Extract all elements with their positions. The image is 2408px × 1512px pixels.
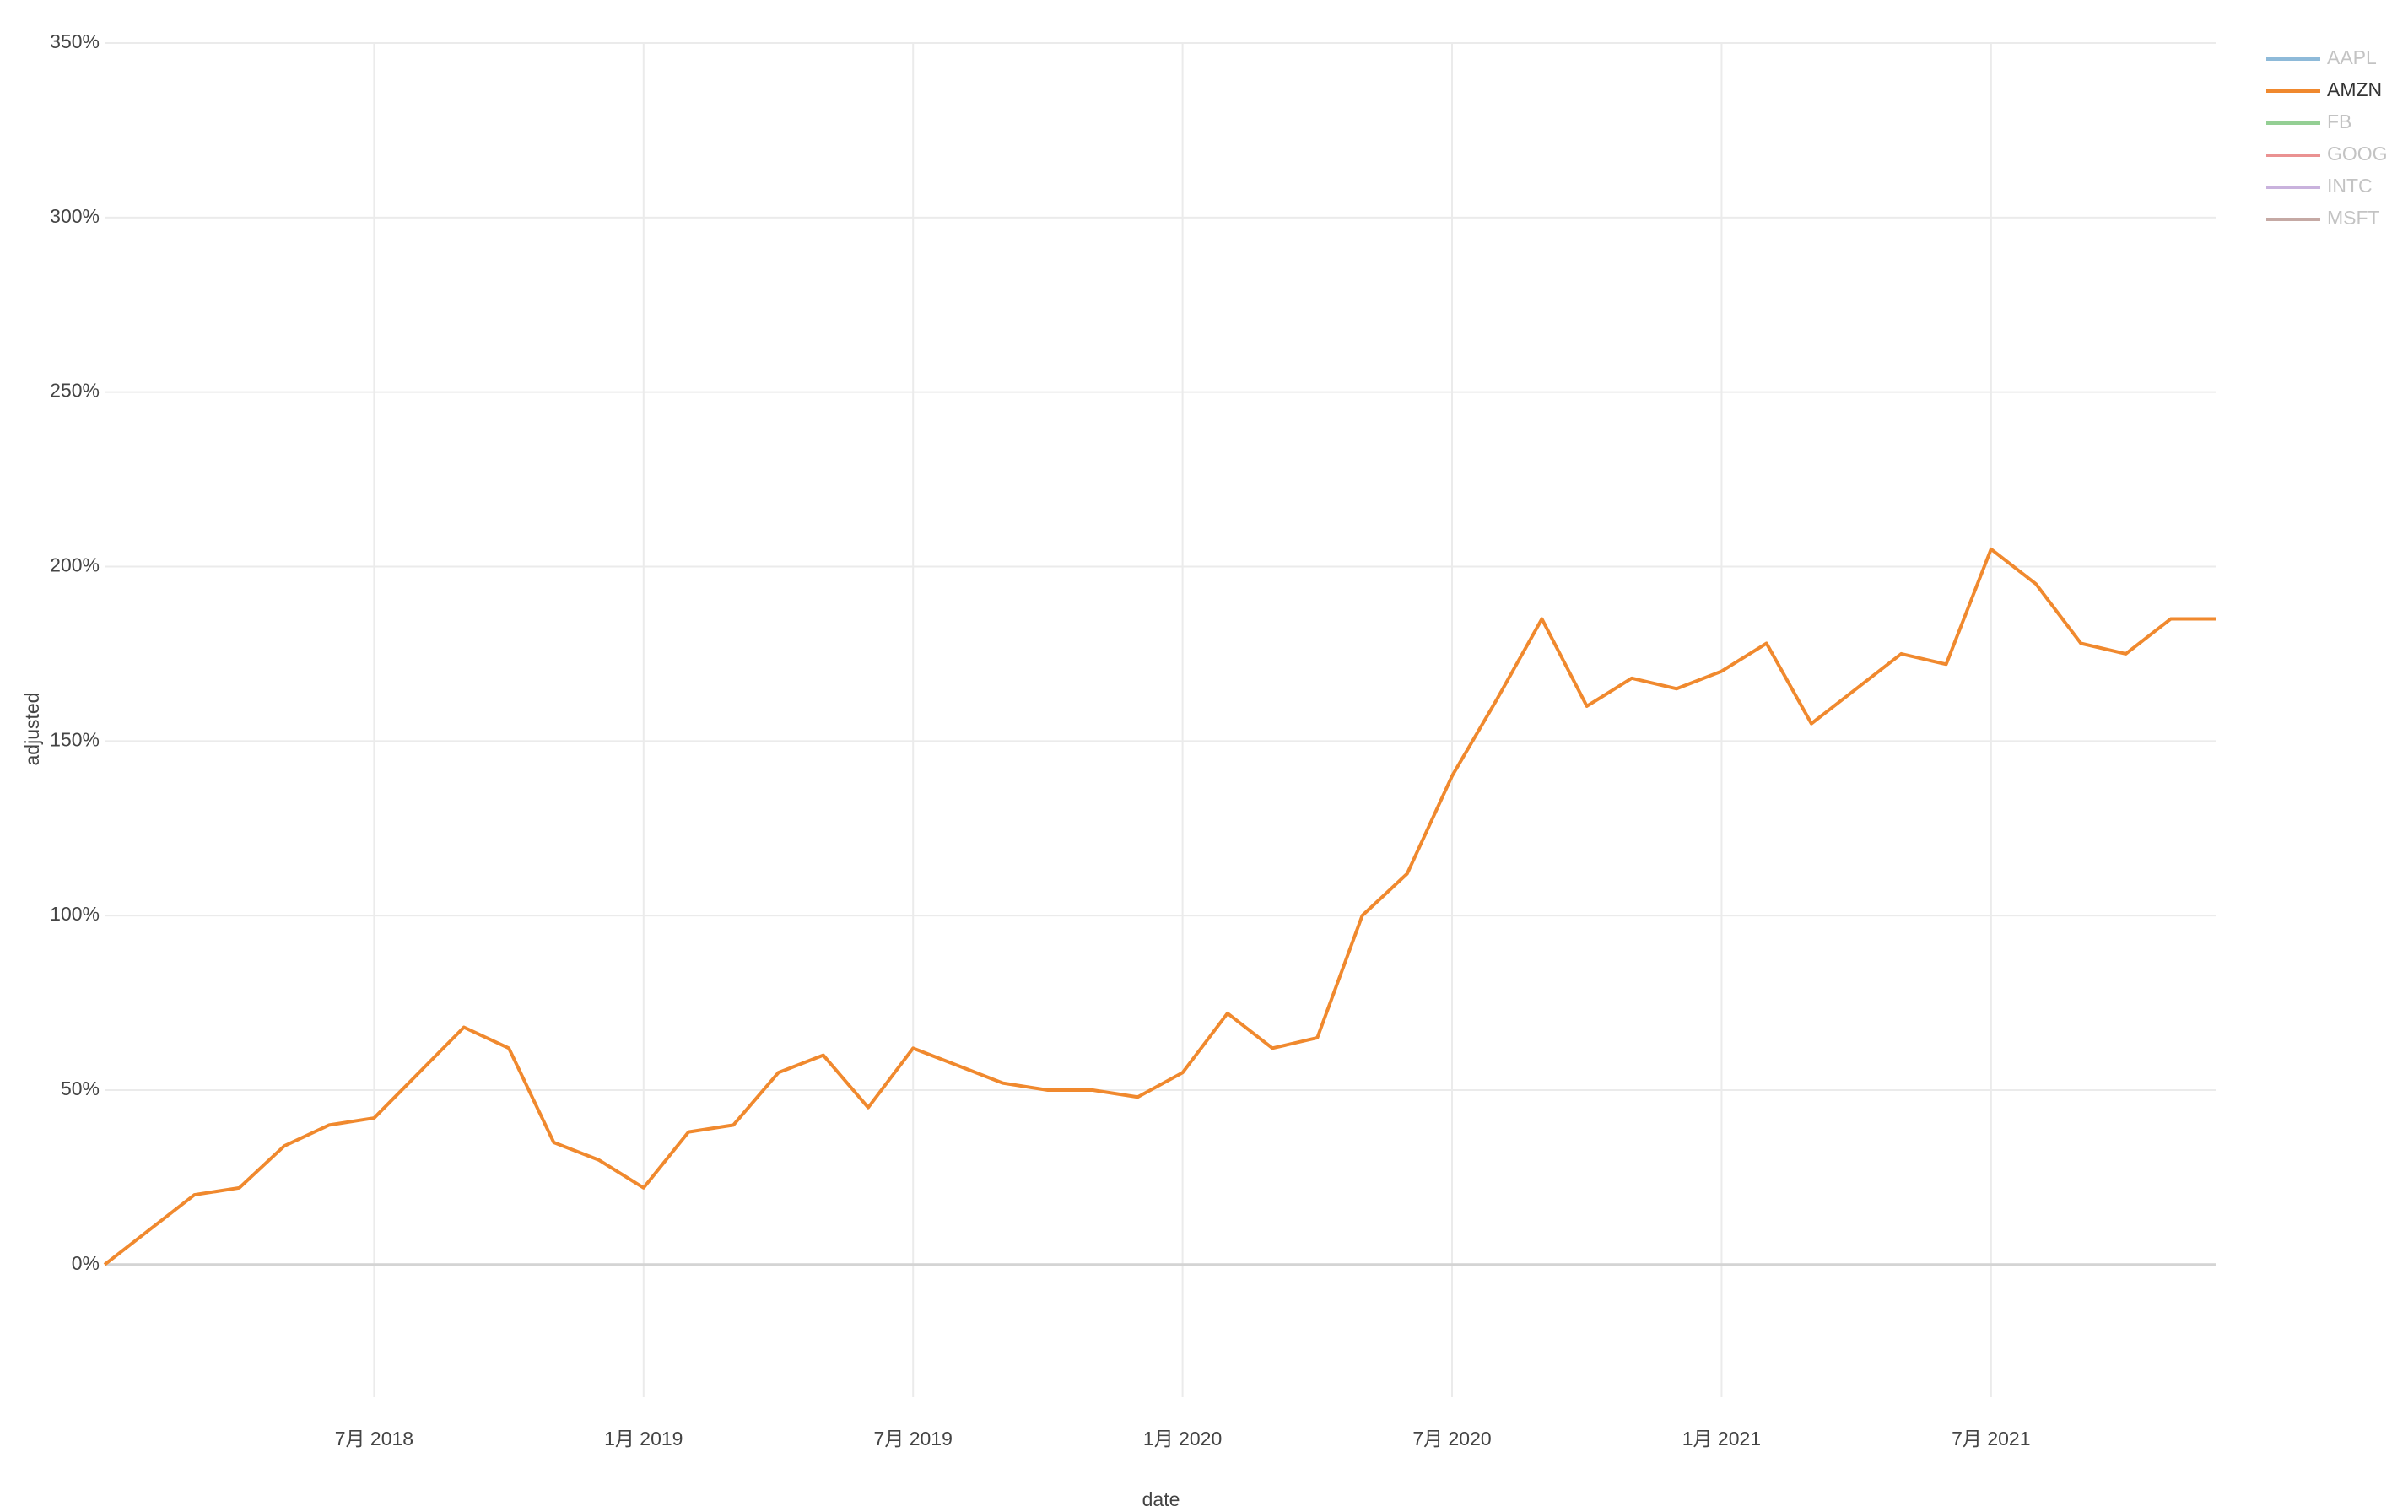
y-axis-title: adjusted <box>21 693 43 766</box>
legend-item[interactable]: MSFT <box>2266 207 2380 229</box>
y-tick-label: 350% <box>50 30 100 52</box>
y-tick-label: 100% <box>50 903 100 925</box>
legend-label: INTC <box>2327 175 2373 197</box>
y-tick-label: 250% <box>50 380 100 402</box>
legend-item[interactable]: AAPL <box>2266 46 2377 68</box>
legend-label: FB <box>2327 111 2351 132</box>
series-line <box>103 547 2216 1266</box>
x-tick-label: 7月 2021 <box>1952 1428 2030 1450</box>
grid <box>105 42 2216 1397</box>
legend-label: AMZN <box>2327 78 2382 100</box>
x-tick-label: 1月 2019 <box>604 1428 683 1450</box>
legend-item[interactable]: GOOG <box>2266 143 2388 165</box>
x-tick-label: 1月 2021 <box>1682 1428 1761 1450</box>
y-tick-label: 300% <box>50 205 100 227</box>
legend-item[interactable]: INTC <box>2266 175 2373 197</box>
legend-label: GOOG <box>2327 143 2388 165</box>
legend-item[interactable]: FB <box>2266 111 2351 132</box>
y-tick-label: 50% <box>61 1077 100 1099</box>
x-tick-label: 7月 2019 <box>874 1428 953 1450</box>
legend-label: AAPL <box>2327 46 2377 68</box>
x-tick-label: 7月 2020 <box>1412 1428 1491 1450</box>
y-tick-label: 150% <box>50 728 100 750</box>
x-tick-label: 7月 2018 <box>335 1428 413 1450</box>
y-tick-label: 200% <box>50 554 100 576</box>
legend-item[interactable]: AMZN <box>2266 78 2382 100</box>
legend-label: MSFT <box>2327 207 2380 229</box>
y-tick-label: 0% <box>72 1252 100 1274</box>
x-axis-title: date <box>1142 1488 1180 1510</box>
x-tick-label: 1月 2020 <box>1143 1428 1222 1450</box>
